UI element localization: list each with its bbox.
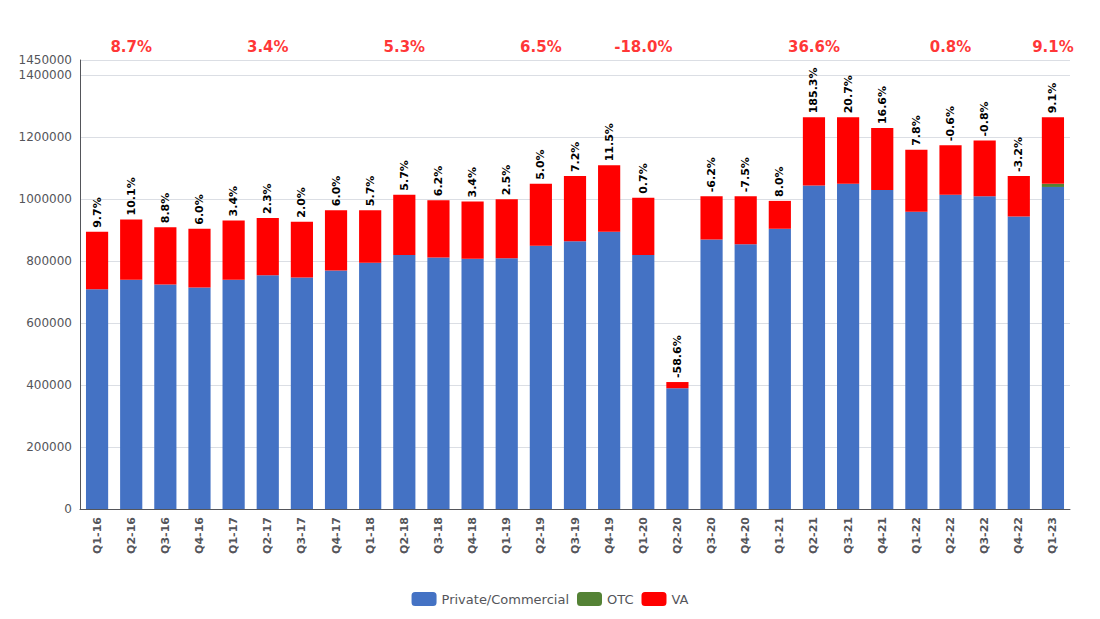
svg-text:2.5%: 2.5% bbox=[500, 165, 513, 196]
svg-text:1400000: 1400000 bbox=[19, 68, 72, 82]
svg-text:-6.2%: -6.2% bbox=[705, 157, 718, 192]
svg-text:2.0%: 2.0% bbox=[295, 187, 308, 218]
svg-text:OTC: OTC bbox=[607, 592, 634, 607]
svg-text:200000: 200000 bbox=[26, 440, 72, 454]
svg-text:20.7%: 20.7% bbox=[842, 75, 855, 113]
svg-text:1450000: 1450000 bbox=[19, 53, 72, 67]
svg-text:185.3%: 185.3% bbox=[807, 67, 820, 113]
svg-text:Q2-19: Q2-19 bbox=[534, 517, 547, 554]
svg-text:-18.0%: -18.0% bbox=[614, 38, 672, 56]
svg-text:Q3-20: Q3-20 bbox=[705, 517, 718, 554]
svg-text:Q1-18: Q1-18 bbox=[364, 517, 377, 554]
svg-text:7.8%: 7.8% bbox=[910, 115, 923, 146]
svg-text:Q2-20: Q2-20 bbox=[671, 517, 684, 554]
svg-text:Q4-18: Q4-18 bbox=[466, 517, 479, 554]
svg-text:-58.6%: -58.6% bbox=[671, 335, 684, 378]
svg-text:9.1%: 9.1% bbox=[1032, 38, 1074, 56]
svg-text:Q3-16: Q3-16 bbox=[159, 517, 172, 554]
svg-text:1200000: 1200000 bbox=[19, 130, 72, 144]
svg-text:6.0%: 6.0% bbox=[193, 194, 206, 225]
svg-text:11.5%: 11.5% bbox=[603, 123, 616, 161]
svg-text:9.7%: 9.7% bbox=[91, 197, 104, 228]
svg-text:Q1-17: Q1-17 bbox=[227, 517, 240, 554]
svg-text:6.0%: 6.0% bbox=[330, 176, 343, 207]
svg-text:-7.5%: -7.5% bbox=[739, 157, 752, 192]
svg-text:Q3-21: Q3-21 bbox=[842, 517, 855, 554]
svg-text:Q3-18: Q3-18 bbox=[432, 517, 445, 554]
svg-text:9.1%: 9.1% bbox=[1046, 83, 1059, 114]
svg-text:3.4%: 3.4% bbox=[247, 38, 289, 56]
svg-text:Q3-17: Q3-17 bbox=[295, 517, 308, 554]
svg-text:7.2%: 7.2% bbox=[569, 142, 582, 173]
svg-text:600000: 600000 bbox=[26, 316, 72, 330]
svg-text:5.7%: 5.7% bbox=[364, 176, 377, 207]
svg-text:VA: VA bbox=[671, 592, 688, 607]
svg-text:Q2-18: Q2-18 bbox=[398, 517, 411, 554]
svg-text:3.4%: 3.4% bbox=[466, 167, 479, 198]
svg-text:Q4-19: Q4-19 bbox=[603, 517, 616, 554]
svg-text:Q3-19: Q3-19 bbox=[569, 517, 582, 554]
svg-text:Q4-21: Q4-21 bbox=[876, 517, 889, 554]
svg-text:Q2-17: Q2-17 bbox=[261, 517, 274, 554]
svg-text:3.4%: 3.4% bbox=[227, 186, 240, 217]
svg-text:Q1-23: Q1-23 bbox=[1046, 517, 1059, 554]
svg-text:Q2-21: Q2-21 bbox=[807, 517, 820, 554]
svg-text:0: 0 bbox=[64, 502, 72, 516]
svg-text:Q1-21: Q1-21 bbox=[773, 517, 786, 554]
svg-text:5.7%: 5.7% bbox=[398, 160, 411, 191]
svg-text:-3.2%: -3.2% bbox=[1012, 137, 1025, 172]
svg-text:Q2-22: Q2-22 bbox=[944, 517, 957, 554]
svg-text:16.6%: 16.6% bbox=[876, 86, 889, 124]
svg-text:Q1-20: Q1-20 bbox=[637, 517, 650, 554]
svg-text:36.6%: 36.6% bbox=[788, 38, 840, 56]
svg-text:Q4-17: Q4-17 bbox=[330, 517, 343, 554]
svg-text:Q4-20: Q4-20 bbox=[739, 517, 752, 554]
svg-text:Q2-16: Q2-16 bbox=[125, 517, 138, 554]
svg-text:800000: 800000 bbox=[26, 254, 72, 268]
svg-text:Q1-16: Q1-16 bbox=[91, 517, 104, 554]
svg-text:1000000: 1000000 bbox=[19, 192, 72, 206]
svg-text:Q1-22: Q1-22 bbox=[910, 517, 923, 554]
svg-text:-0.6%: -0.6% bbox=[944, 106, 957, 141]
svg-text:400000: 400000 bbox=[26, 378, 72, 392]
svg-text:6.5%: 6.5% bbox=[520, 38, 562, 56]
svg-text:2.3%: 2.3% bbox=[261, 183, 274, 214]
svg-text:-0.8%: -0.8% bbox=[978, 101, 991, 136]
svg-text:8.7%: 8.7% bbox=[110, 38, 152, 56]
svg-text:0.8%: 0.8% bbox=[930, 38, 972, 56]
svg-text:5.3%: 5.3% bbox=[384, 38, 426, 56]
svg-text:8.0%: 8.0% bbox=[773, 166, 786, 197]
svg-text:6.2%: 6.2% bbox=[432, 166, 445, 197]
svg-text:0.7%: 0.7% bbox=[637, 163, 650, 194]
svg-text:10.1%: 10.1% bbox=[125, 177, 138, 215]
svg-text:Q4-16: Q4-16 bbox=[193, 517, 206, 554]
svg-text:Private/Commercial: Private/Commercial bbox=[442, 592, 569, 607]
svg-text:8.8%: 8.8% bbox=[159, 193, 172, 224]
svg-text:Q4-22: Q4-22 bbox=[1012, 517, 1025, 554]
svg-text:Q1-19: Q1-19 bbox=[500, 517, 513, 554]
svg-text:Q3-22: Q3-22 bbox=[978, 517, 991, 554]
svg-text:5.0%: 5.0% bbox=[534, 149, 547, 180]
